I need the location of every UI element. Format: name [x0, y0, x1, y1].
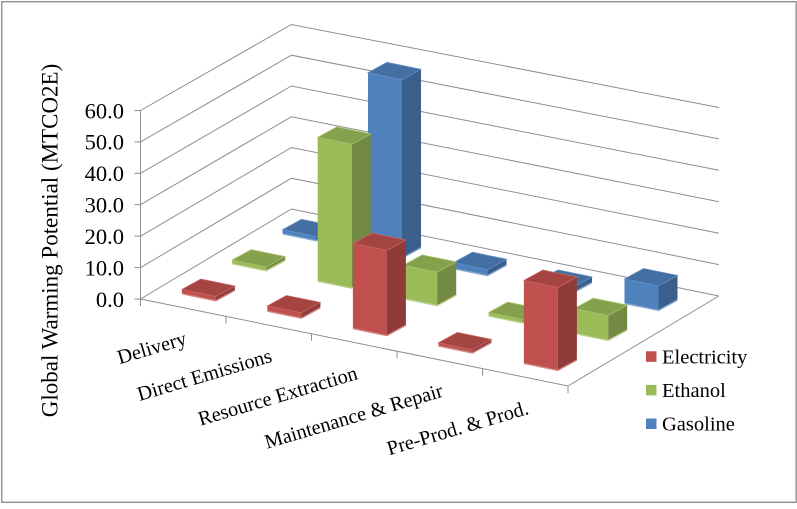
- svg-text:Global Warming Potential (MTCO: Global Warming Potential (MTCO2E): [38, 64, 63, 418]
- svg-text:40.0: 40.0: [85, 161, 124, 186]
- svg-text:Ethanol: Ethanol: [662, 380, 726, 402]
- svg-text:60.0: 60.0: [85, 98, 124, 123]
- svg-text:10.0: 10.0: [85, 255, 124, 280]
- svg-text:Gasoline: Gasoline: [662, 414, 735, 436]
- svg-text:Electricity: Electricity: [662, 347, 748, 369]
- svg-text:20.0: 20.0: [85, 224, 124, 249]
- svg-text:30.0: 30.0: [85, 193, 124, 218]
- svg-text:50.0: 50.0: [85, 130, 124, 155]
- svg-text:0.0: 0.0: [96, 287, 124, 312]
